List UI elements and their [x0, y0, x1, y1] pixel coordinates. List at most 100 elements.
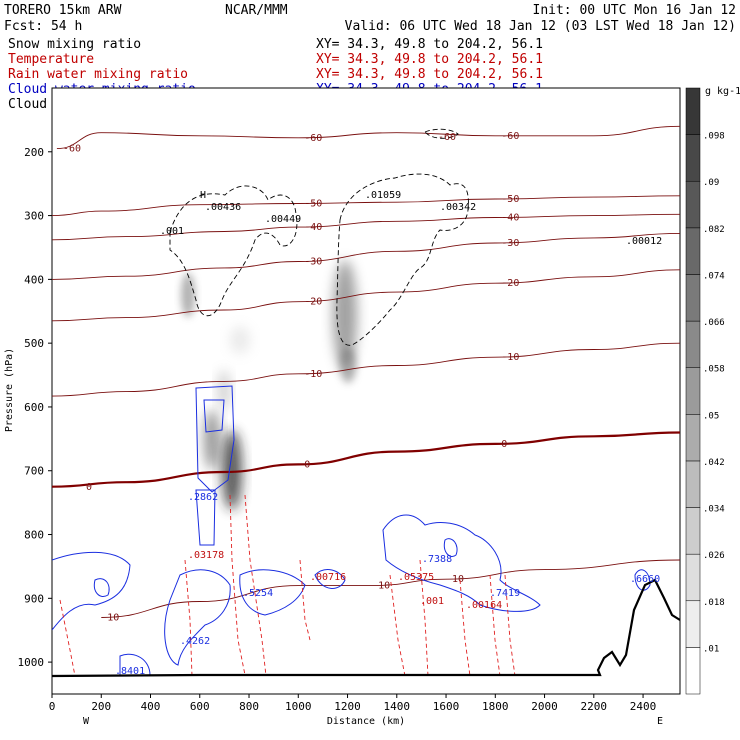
- plot-frame: [51, 87, 681, 695]
- colorbar-label-5: .05: [703, 411, 719, 421]
- x-tick-label-1600: 1600: [433, 700, 460, 713]
- isotherm-label-6-1: 0: [304, 459, 310, 470]
- rain-label-4: .00164: [466, 600, 502, 611]
- y-tick-label-600: 600: [24, 401, 44, 414]
- snow-core-7: [230, 326, 250, 354]
- model-title: TORERO 15km ARW: [4, 3, 122, 18]
- isotherm-label-3-2: -30: [501, 238, 519, 249]
- valid-time: Valid: 06 UTC Wed 18 Jan 12 (03 LST Wed …: [345, 19, 736, 34]
- x-tick-label-0: 0: [49, 700, 56, 713]
- colorbar-bin-3: [685, 507, 701, 555]
- x-tick-label-2400: 2400: [630, 700, 657, 713]
- colorbar-bin-12: [685, 87, 701, 135]
- x-end-east: E: [657, 716, 663, 727]
- isotherm-label-minus60: -60: [438, 132, 456, 143]
- isotherm-label-3-1: -30: [304, 257, 322, 268]
- snow-core-4: [181, 273, 195, 317]
- colorbar-bin-7: [685, 320, 701, 368]
- snow-core-2: [204, 410, 220, 470]
- cloud-water-contours: [52, 385, 651, 676]
- colorbar-label-8: .074: [703, 271, 725, 281]
- isotherm-minus60: [56, 125, 680, 150]
- colorbar-label-0: .01: [703, 644, 719, 654]
- rain-contour-10: [299, 559, 311, 641]
- ice-label-3: .01059: [365, 190, 401, 201]
- cw-contour-1: [195, 385, 235, 493]
- colorbar-label-1: .018: [703, 598, 725, 608]
- x-tick-label-800: 800: [239, 700, 259, 713]
- isotherm-label-0-1: -60: [304, 133, 322, 144]
- colorbar-label-6: .058: [703, 365, 725, 375]
- rain-contour-7: [459, 579, 471, 677]
- isotherm-label-0-0: -60: [63, 144, 81, 155]
- x-tick-label-1400: 1400: [384, 700, 411, 713]
- colorbar-bin-6: [685, 367, 701, 415]
- isotherm-10: [101, 559, 680, 618]
- y-tick-label-400: 400: [24, 273, 44, 286]
- y-tick-label-1000: 1000: [18, 656, 45, 669]
- ice-label-5: .00012: [626, 236, 662, 247]
- rain-contour-5: [389, 574, 406, 677]
- cw-label-3: .7388: [422, 554, 452, 565]
- terrain-line: [52, 578, 680, 678]
- ice-contour-west: [169, 185, 298, 317]
- colorbar-bin-8: [685, 274, 701, 322]
- ice-label-2: .00449: [265, 214, 301, 225]
- colorbar-label-7: .066: [703, 318, 725, 328]
- x-tick-label-2200: 2200: [581, 700, 608, 713]
- isotherm-label-5-2: -10: [501, 352, 519, 363]
- y-tick-label-500: 500: [24, 337, 44, 350]
- cw-contour-7: [239, 569, 306, 616]
- init-time: Init: 00 UTC Mon 16 Jan 12: [533, 3, 737, 18]
- colorbar-bin-4: [685, 460, 701, 508]
- temperature-isotherms: -60 -60 -60 -50 -50 -40 -40 -30 -30 -20 -20 -10 -10 0…: [52, 125, 680, 623]
- x-tick-label-2000: 2000: [531, 700, 558, 713]
- x-tick-label-1200: 1200: [334, 700, 361, 713]
- ice-label-6: .001: [160, 226, 184, 237]
- isotherm-label-0: 0: [86, 482, 92, 493]
- legend-xy-0: XY= 34.3, 49.8 to 204.2, 56.1: [316, 37, 543, 52]
- rain-label-5: .001: [420, 596, 444, 607]
- isotherm-label-7-1: 10: [378, 581, 390, 592]
- legend-entry-2: Rain water mixing ratio: [8, 67, 188, 82]
- forecast-hour: Fcst: 54 h: [4, 19, 82, 34]
- y-tick-label-200: 200: [24, 146, 44, 159]
- y-tick-label-800: 800: [24, 529, 44, 542]
- isotherm-label-1-2: -50: [501, 194, 519, 205]
- colorbar-label-2: .026: [703, 551, 725, 561]
- colorbar-label-11: .098: [703, 132, 725, 142]
- x-end-west: W: [83, 716, 90, 727]
- colorbar-bin-0: [685, 647, 701, 695]
- isotherm-label-7-2: 10: [452, 574, 464, 585]
- cw-contour-6: [164, 569, 231, 666]
- cw-contour-8: [314, 569, 346, 589]
- colorbar-bin-1: [685, 600, 701, 648]
- isotherm-label-0-2: -60: [501, 131, 519, 142]
- colorbar-bin-10: [685, 180, 701, 229]
- cloud-ice-contours: [169, 128, 469, 346]
- colorbar: .01 .018 .026 .034 .042 .05 .058 .066 .074 .082 .0…: [685, 87, 725, 695]
- cw-contour-4: [52, 551, 131, 631]
- cw-label-5: .4262: [180, 636, 210, 647]
- colorbar-unit: g kg-1: [705, 86, 740, 97]
- colorbar-label-9: .082: [703, 225, 725, 235]
- isotherm-label-2-2: -40: [501, 212, 519, 223]
- cw-contour-3: [195, 489, 216, 546]
- isotherm-label-6-2: 0: [501, 439, 507, 450]
- rain-contour-2: [244, 494, 267, 677]
- x-tick-label-200: 200: [91, 700, 111, 713]
- rain-contour-4: [59, 599, 76, 677]
- colorbar-label-10: .09: [703, 178, 719, 188]
- y-tick-label-900: 900: [24, 592, 44, 605]
- isotherm-label-4-2: -20: [501, 278, 519, 289]
- x-tick-label-400: 400: [141, 700, 161, 713]
- ice-contour-center: [336, 173, 469, 346]
- isotherm-label-5-1: -10: [304, 369, 322, 380]
- cw-label-1: .2862: [188, 492, 218, 503]
- snow-core-5: [333, 260, 357, 370]
- rain-contour-8: [489, 574, 501, 677]
- center-title: NCAR/MMM: [225, 3, 288, 18]
- rain-contour-9: [504, 574, 516, 677]
